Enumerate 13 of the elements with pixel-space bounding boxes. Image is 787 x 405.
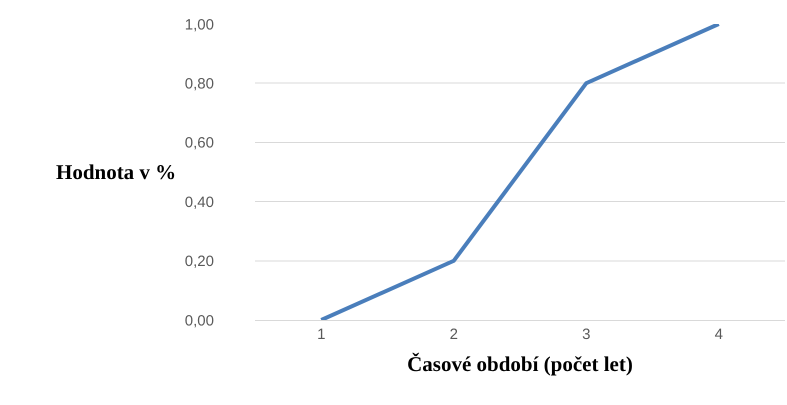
x-tick-label: 2 [450,326,458,343]
x-tick-label: 1 [317,326,326,343]
x-axis-title: Časové období (počet let) [407,352,633,376]
x-tick-label: 3 [582,326,590,343]
y-tick-label: 0,80 [184,75,214,92]
x-tick-label: 4 [714,326,723,343]
line-series [319,24,721,320]
y-tick-label: 1,00 [184,16,214,34]
y-tick-label: 0,40 [184,194,214,211]
y-axis-title: Hodnota v % [56,160,176,184]
y-tick-label: 0,60 [184,134,214,152]
y-tick-label: 0,00 [184,312,214,330]
y-tick-label: 0,20 [184,253,214,270]
